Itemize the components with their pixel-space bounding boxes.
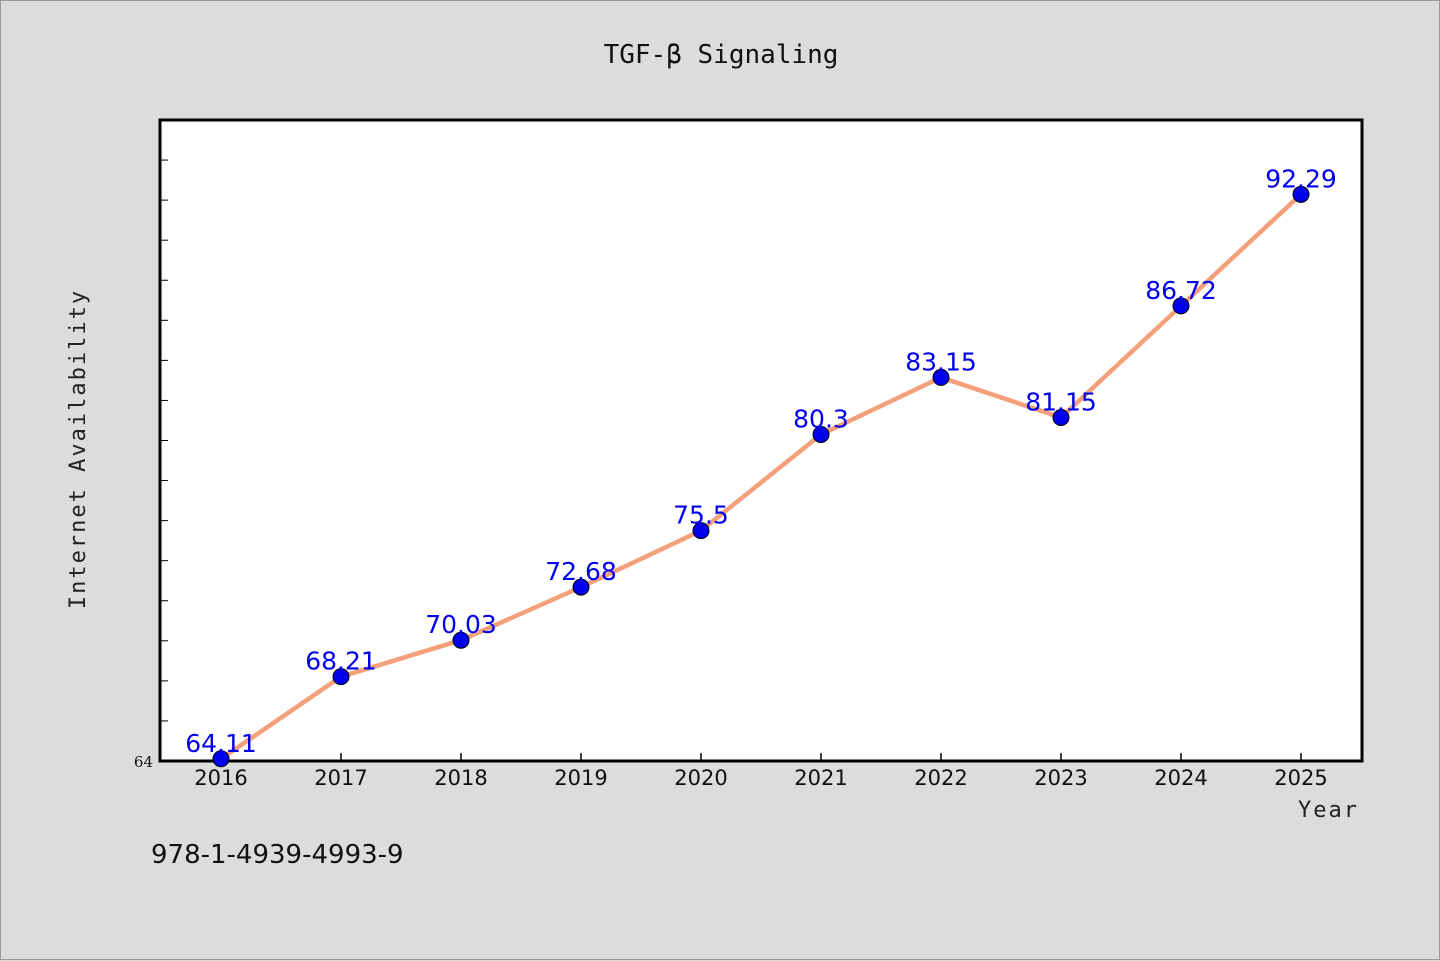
data-label: 92.29 [1265,164,1337,193]
data-label: 68.21 [305,647,377,676]
isbn-label: 978-1-4939-4993-9 [151,840,404,870]
series-layer: 64.11 68.21 70.03 72.68 75.5 80.3 83.15 81.15 86… [185,164,1337,768]
data-point [932,368,950,386]
x-tick-label: 2023 [1034,766,1087,790]
data-label: 81.15 [1025,387,1097,416]
x-tick-label: 2019 [554,766,607,790]
x-tick-label: 2021 [794,766,847,790]
x-tick-label: 2018 [434,766,487,790]
data-point [452,631,470,649]
data-point [692,522,710,540]
data-label: 80.3 [793,404,849,433]
x-tick-label: 2016 [194,766,247,790]
y-tick-label: 64 [134,753,153,771]
x-axis-ticks: 2016 2017 2018 2019 2020 2021 2022 2023 2024 2025 [194,753,1328,790]
data-label: 86.72 [1145,276,1217,305]
data-point [212,750,230,768]
x-tick-label: 2017 [314,766,367,790]
x-axis-label: Year [1298,798,1359,823]
data-label: 83.15 [905,347,977,376]
x-tick-label: 2022 [914,766,967,790]
plot-area [158,118,1364,763]
x-tick-label: 2025 [1274,766,1327,790]
data-label: 75.5 [673,501,729,530]
chart-title: TGF-β Signaling [604,40,839,70]
data-label: 64.11 [185,729,257,758]
y-axis-label: Internet Availability [66,289,91,609]
data-label: 72.68 [545,557,617,586]
data-point [1172,297,1190,315]
data-point [332,668,350,686]
x-tick-label: 2024 [1154,766,1207,790]
data-point [572,578,590,596]
data-point [1052,408,1070,426]
y-axis-ticks [160,119,168,762]
series-line [219,192,1303,761]
data-point [812,425,830,443]
x-tick-label: 2020 [674,766,727,790]
data-point [1292,185,1310,203]
data-label: 70.03 [425,610,497,639]
